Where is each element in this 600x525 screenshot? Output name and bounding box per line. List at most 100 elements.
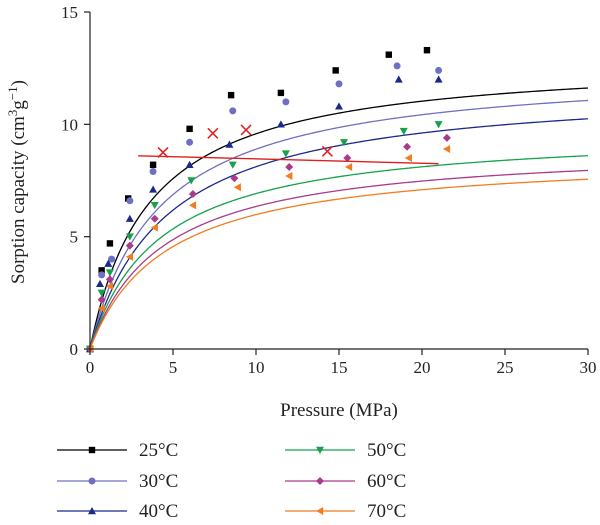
legend-label-1: 30°C — [139, 471, 178, 492]
data-point-s4-3 — [125, 241, 134, 250]
data-point-s1-5 — [186, 138, 194, 146]
y-tick-label-2: 10 — [61, 115, 78, 134]
data-point-s2-6 — [225, 140, 234, 148]
x-tick-label-4: 20 — [414, 358, 431, 377]
x-tick-label-0: 0 — [86, 358, 95, 377]
data-point-s0-2 — [106, 240, 114, 247]
data-point-s5-6 — [233, 183, 241, 192]
data-point-s4-4 — [150, 214, 159, 223]
x-tick-label-5: 25 — [497, 358, 514, 377]
crossover-marker-0 — [157, 146, 169, 158]
data-point-s4-5 — [188, 189, 197, 198]
data-point-s5-10 — [442, 145, 451, 154]
x-tick-label-3: 15 — [331, 358, 348, 377]
data-point-s4-8 — [343, 154, 352, 163]
legend-item-4: 60°C — [285, 471, 406, 492]
legend-label-0: 25°C — [139, 440, 178, 461]
plot-area — [86, 46, 589, 353]
data-point-s0-5 — [186, 125, 193, 133]
crossover-marker-stroke-b — [321, 145, 333, 157]
fit-curve-4 — [89, 169, 589, 350]
data-point-s5-2 — [105, 282, 114, 291]
data-point-s4-6 — [230, 174, 239, 183]
x-axis-label: Pressure (MPa) — [280, 400, 398, 421]
data-point-s4-1 — [97, 295, 106, 304]
data-point-s2-10 — [434, 75, 443, 83]
data-point-s3-4 — [150, 202, 159, 210]
y-tick-label-0: 0 — [70, 340, 79, 359]
data-point-s0-9 — [385, 51, 392, 58]
legend-marker-1 — [88, 477, 96, 485]
data-point-s0-8 — [332, 67, 339, 74]
data-point-s3-7 — [281, 150, 290, 158]
x-tick-label-1: 5 — [169, 358, 178, 377]
legend-label-3: 50°C — [367, 440, 406, 461]
data-point-s2-4 — [149, 185, 158, 193]
fit-curve-2 — [89, 118, 589, 350]
legend-label-5: 70°C — [367, 501, 406, 522]
data-point-s1-3 — [126, 197, 134, 205]
data-point-s3-9 — [399, 127, 408, 136]
legend-marker-0 — [88, 446, 96, 454]
y-axis-label: Sorption capacity (cm3g−1) — [5, 80, 29, 284]
data-point-s1-6 — [229, 107, 237, 115]
x-tick-label-2: 10 — [248, 358, 265, 377]
crossover-marker-stroke-b — [240, 124, 252, 136]
data-point-s1-1 — [98, 271, 106, 279]
legend: 25°C 30°C 40°C 50°C 60°C 70°C — [57, 440, 406, 522]
data-point-s5-9 — [404, 154, 412, 163]
legend-item-0: 25°C — [57, 440, 178, 461]
data-point-s5-1 — [97, 304, 105, 313]
legend-item-3: 50°C — [285, 440, 406, 461]
legend-item-1: 30°C — [57, 471, 178, 492]
data-point-s0-6 — [227, 91, 235, 99]
y-axis-label-pre: Sorption capacity (cm — [8, 116, 29, 284]
data-point-s5-7 — [285, 172, 293, 181]
fit-curve-0 — [89, 87, 589, 350]
data-point-s3-3 — [125, 233, 134, 241]
data-point-s2-9 — [394, 75, 403, 83]
y-tick-label-3: 15 — [61, 3, 78, 22]
data-point-s1-4 — [149, 168, 157, 176]
data-point-s2-1 — [95, 279, 104, 288]
data-point-s0-10 — [423, 46, 431, 54]
data-point-s2-7 — [276, 120, 285, 128]
data-point-s1-7 — [282, 98, 290, 106]
data-point-s2-8 — [335, 102, 343, 110]
data-point-s0-1 — [98, 267, 105, 274]
data-point-s3-8 — [339, 139, 348, 147]
legend-marker-3 — [316, 446, 324, 454]
legend-item-5: 70°C — [285, 501, 406, 522]
crossover-marker-stroke-b — [207, 127, 219, 139]
y-axis-label-sup1: 3 — [5, 110, 20, 117]
data-point-s0-7 — [277, 89, 285, 97]
crossover-marker-1 — [207, 127, 219, 139]
y-tick-label-1: 5 — [70, 228, 79, 247]
data-point-s4-2 — [105, 275, 114, 284]
legend-marker-2 — [88, 507, 96, 515]
data-point-s1-9 — [393, 62, 401, 70]
data-point-s4-10 — [442, 133, 451, 142]
data-point-s1-2 — [108, 255, 116, 263]
legend-item-2: 40°C — [57, 501, 178, 522]
data-point-s5-4 — [150, 223, 158, 232]
data-point-s5-3 — [125, 252, 134, 261]
legend-label-4: 60°C — [367, 471, 406, 492]
fit-curve-5 — [89, 178, 589, 350]
y-axis-label-sup2: −1 — [5, 86, 20, 100]
crossover-marker-stroke-b — [157, 146, 169, 158]
data-point-s3-2 — [105, 269, 114, 277]
data-point-s1-10 — [435, 66, 443, 74]
fit-curve-1 — [89, 99, 589, 350]
data-point-s4-7 — [285, 163, 294, 172]
data-point-s5-8 — [344, 163, 353, 172]
data-point-s1-8 — [335, 80, 343, 88]
legend-label-2: 40°C — [139, 501, 178, 522]
data-point-s3-10 — [434, 121, 443, 129]
data-point-s2-5 — [185, 160, 194, 168]
crossover-line — [138, 155, 439, 165]
fit-curve-3 — [89, 155, 589, 350]
y-axis-label-mid: g — [8, 100, 29, 110]
data-point-s3-6 — [228, 161, 237, 169]
